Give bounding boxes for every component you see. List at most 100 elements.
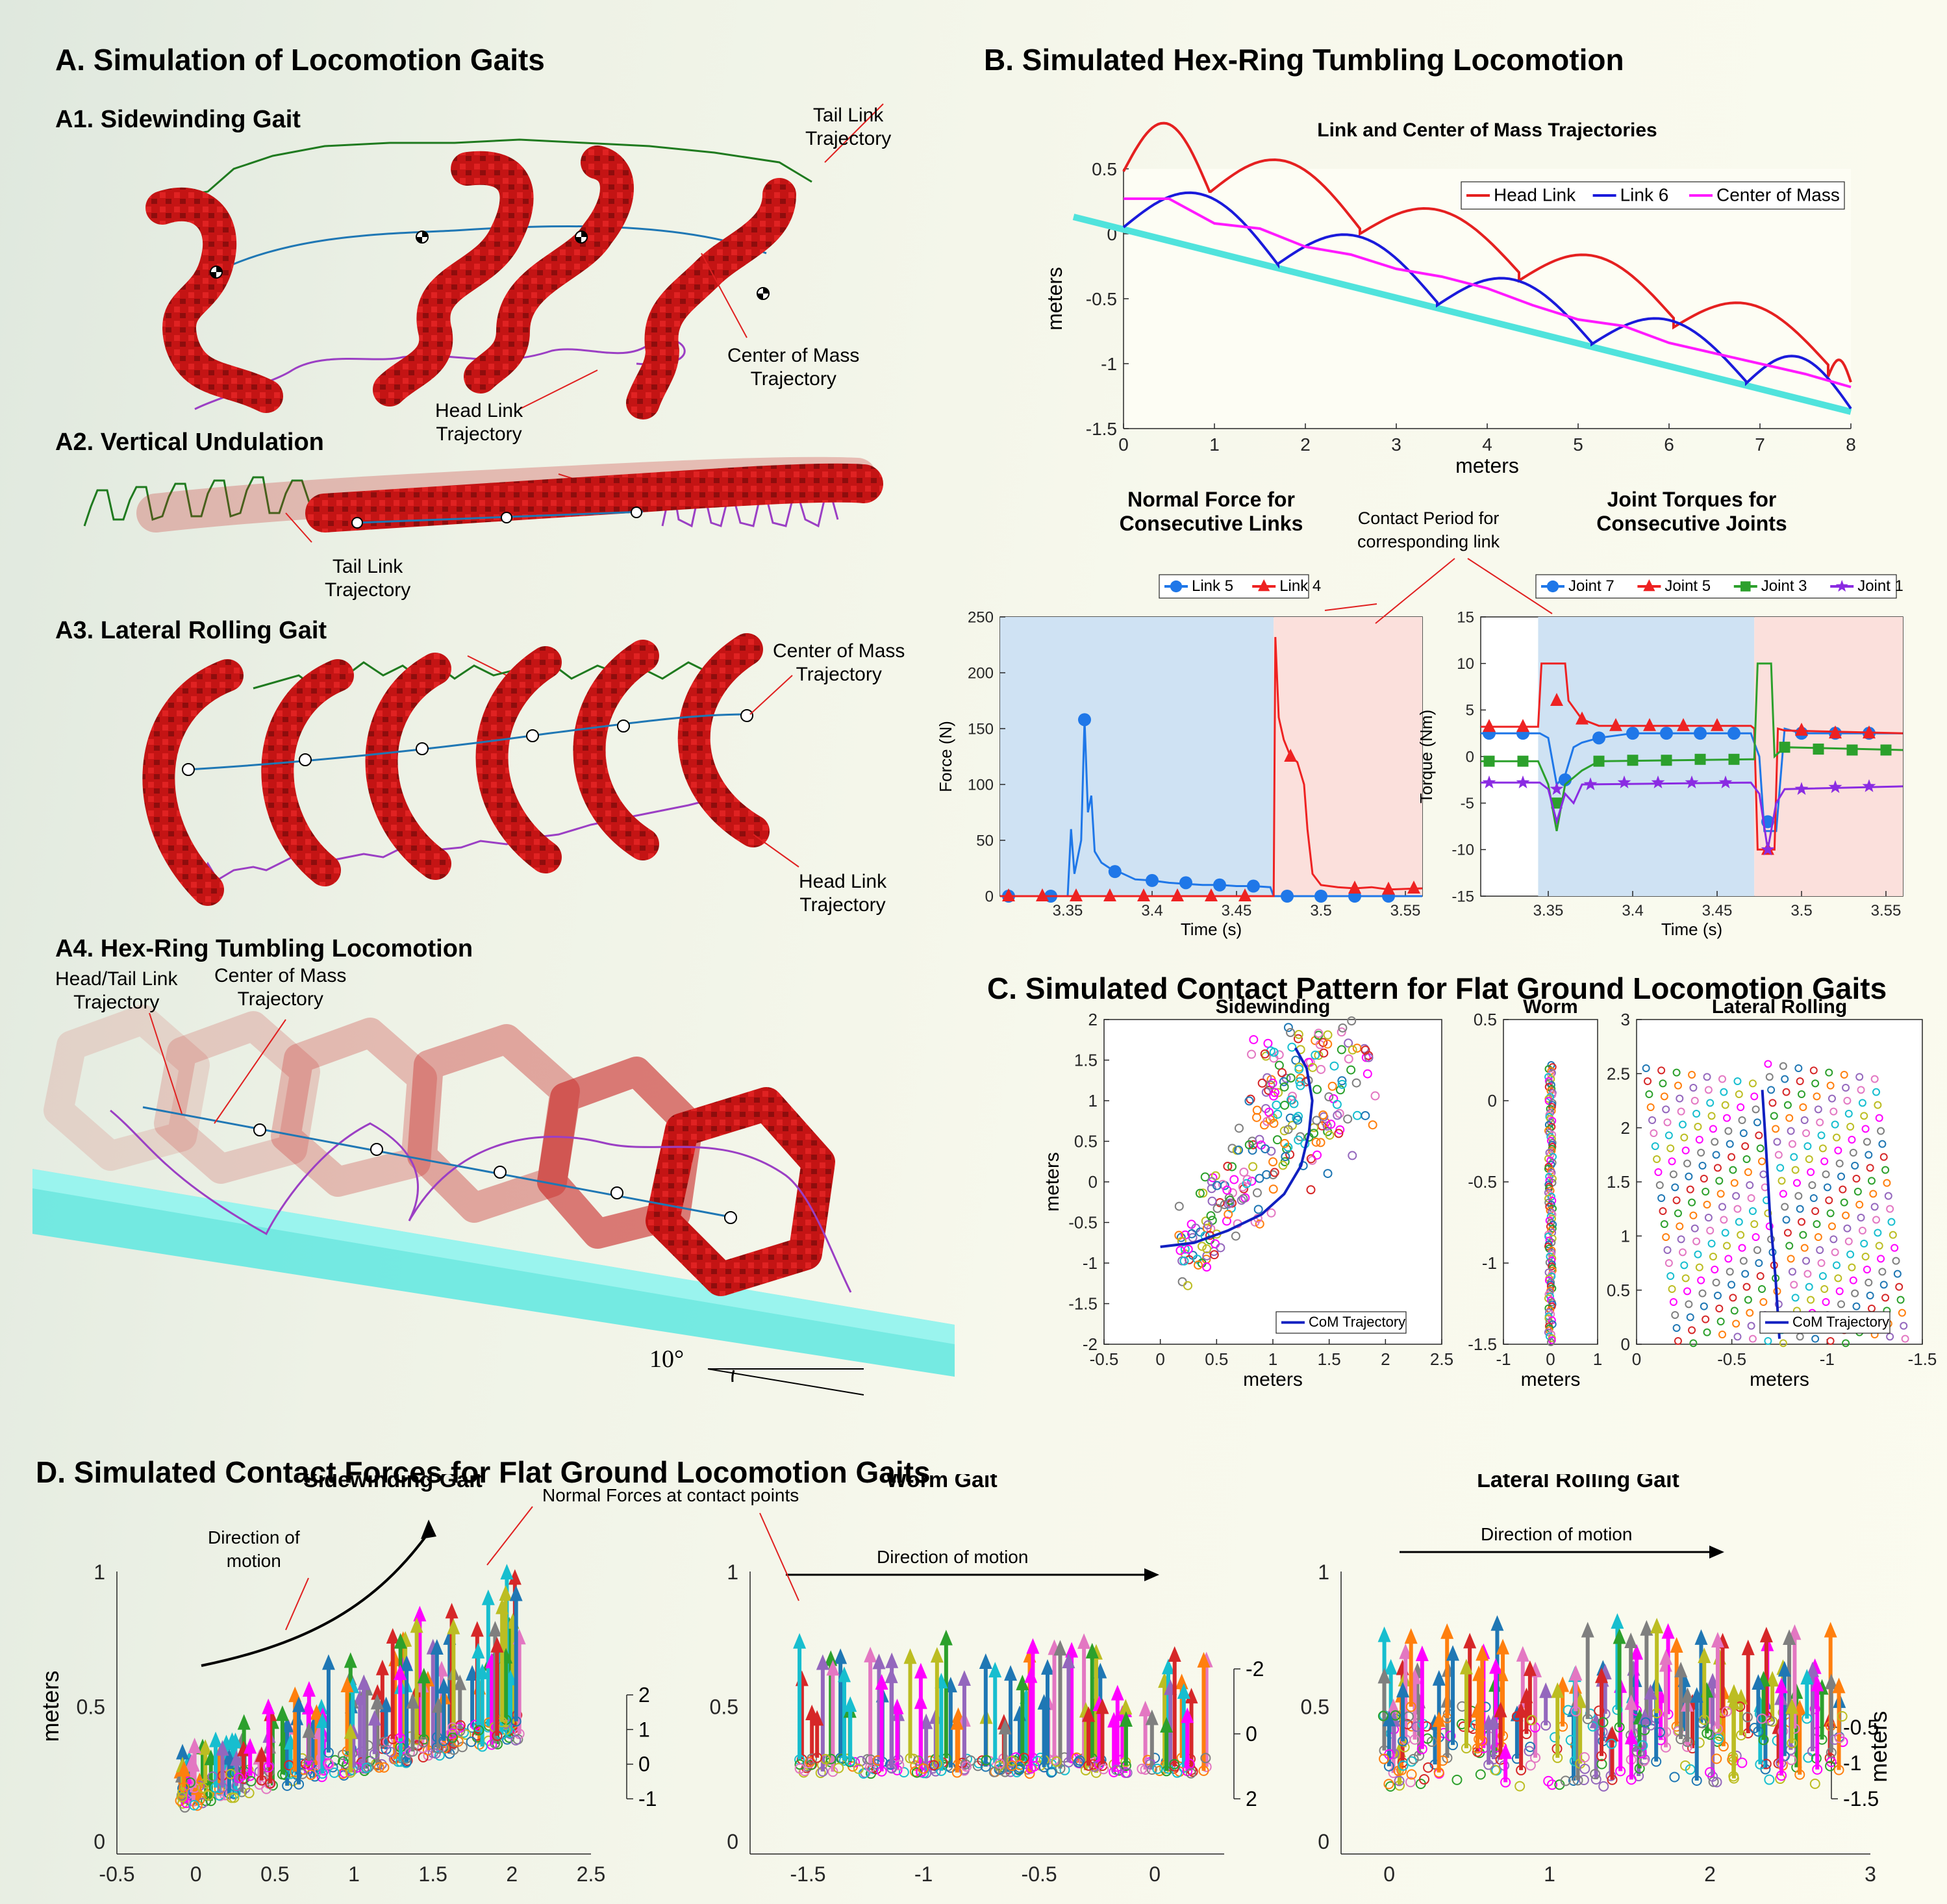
contact-point	[1565, 1735, 1576, 1746]
contact-point	[1137, 1763, 1148, 1774]
force-arrow-head	[1119, 1710, 1133, 1727]
y-tick-label: 1	[1621, 1226, 1630, 1246]
y2-tick-label: 0	[1246, 1722, 1257, 1746]
contact-point	[1851, 1289, 1859, 1297]
contact-point	[1756, 1144, 1765, 1153]
contact-point	[1296, 1081, 1305, 1090]
a2-head-trajectory	[661, 480, 839, 528]
data-marker	[1740, 581, 1751, 592]
contact-point	[1247, 1049, 1257, 1059]
y-tick-label: 5	[1466, 702, 1474, 720]
contact-point	[1842, 1339, 1850, 1347]
data-marker	[1661, 755, 1672, 766]
force-arrow-head	[453, 1674, 467, 1690]
x-tick-label: 3	[1865, 1862, 1876, 1886]
force-arrow-head	[1832, 1677, 1846, 1694]
b-contact-lines	[1375, 558, 1553, 624]
d-dir-worm-label: Direction of motion	[877, 1547, 1029, 1567]
contact-point	[1893, 1270, 1902, 1278]
contact-point	[1783, 1229, 1792, 1237]
force-arrow-head	[1800, 1668, 1814, 1685]
force-arrow-head	[1185, 1688, 1198, 1704]
x-tick-label: 0	[1149, 1862, 1161, 1886]
contact-point	[1791, 1294, 1800, 1302]
contact-point	[1546, 1338, 1555, 1346]
data-marker	[1382, 881, 1395, 895]
contact-point	[1686, 1185, 1694, 1194]
contact-point	[1877, 1255, 1885, 1263]
contact-point	[1866, 1292, 1874, 1299]
contact-point	[1811, 1079, 1820, 1088]
a1-robot-1	[145, 145, 796, 420]
legend-label: Joint 7	[1568, 577, 1614, 595]
force-arrow-head	[177, 1760, 191, 1777]
y-tick-label: 0	[1466, 748, 1474, 766]
y-tick-label: 250	[968, 608, 994, 626]
contact-point	[1379, 1753, 1390, 1764]
x-tick-label: -1.5	[1908, 1349, 1937, 1369]
x-tick-label: 3.4	[1141, 902, 1162, 920]
contact-point	[1727, 1153, 1736, 1161]
contact-point	[908, 1753, 919, 1764]
data-marker	[1036, 888, 1049, 901]
x-tick-label: 0	[1155, 1349, 1164, 1369]
x-axis-label: meters	[1455, 454, 1519, 477]
contact-point	[1511, 1711, 1522, 1722]
d-roll-chart: 1 0.5 0 0 1 2 3 meters meters Lateral Rolling Gai…	[1301, 1474, 1892, 1890]
y-tick-label: 2	[1088, 1010, 1098, 1029]
a1-com-label: Center of Mass Trajectory	[727, 344, 859, 391]
contact-point	[1739, 1129, 1748, 1137]
contact-point	[1405, 1777, 1416, 1788]
contact-point	[1777, 1177, 1786, 1185]
force-arrow-head	[410, 1617, 423, 1633]
contact-point	[1548, 1284, 1557, 1292]
force-arrow-head	[386, 1627, 399, 1644]
contact-point	[1677, 1107, 1685, 1116]
contact-point	[1881, 1166, 1890, 1174]
contact-point	[1857, 1214, 1865, 1221]
contact-point	[1829, 1235, 1838, 1244]
contact-point	[1729, 1294, 1737, 1302]
force-arrow-head	[1496, 1638, 1510, 1655]
contact-point	[1579, 1763, 1590, 1774]
contact-point	[1698, 1289, 1707, 1297]
contact-point	[1335, 1109, 1344, 1118]
contact-point	[1316, 1138, 1325, 1147]
a3-com-label: Center of Mass Trajectory	[773, 640, 905, 686]
contact-point	[1697, 1276, 1705, 1284]
contact-point	[1794, 1192, 1803, 1200]
contact-point	[1849, 1149, 1857, 1157]
data-marker	[1146, 873, 1159, 887]
b-force-chart: 3.35 3.4 3.45 3.5 3.55 0 50 100 150 200 250 Time (s…	[936, 488, 1423, 939]
a4-com-label-line1: Center of Mass	[214, 965, 347, 986]
series-line-head-link	[1122, 121, 1852, 383]
a2-tail-label-line1: Tail Link	[332, 556, 403, 577]
contact-point	[1787, 1255, 1795, 1263]
contact-point	[323, 1759, 334, 1770]
y-axis-label: meters	[39, 1670, 64, 1742]
y-tick-label: 1.5	[1607, 1172, 1630, 1192]
contact-point	[1206, 1211, 1216, 1221]
x-tick-label: 0.5	[260, 1862, 289, 1886]
contact-point	[1741, 1142, 1750, 1150]
contact-point	[1225, 1198, 1235, 1208]
contact-point	[1764, 1209, 1772, 1218]
legend-box	[1461, 181, 1845, 210]
contact-point	[1878, 1268, 1887, 1276]
force-arrow-head	[1694, 1629, 1708, 1645]
force-arrow-head	[1175, 1673, 1188, 1690]
contact-point	[1883, 1179, 1891, 1187]
x-tick-label: 1	[348, 1862, 360, 1886]
data-marker	[1516, 775, 1530, 789]
contact-point	[1122, 1767, 1133, 1778]
y-tick-label: 10	[1457, 655, 1474, 673]
contact-point	[323, 1758, 334, 1769]
contact-point	[401, 1753, 412, 1764]
contact-point	[1704, 1214, 1713, 1221]
force-arrow-head	[237, 1714, 251, 1730]
contact-point	[1703, 1201, 1711, 1209]
force-arrow-head	[1382, 1710, 1396, 1727]
force-arrow-head	[1741, 1639, 1755, 1655]
legend: Joint 7 Joint 5 Joint 3 Joint 1	[1535, 574, 1903, 599]
contact-point	[1809, 1194, 1818, 1202]
